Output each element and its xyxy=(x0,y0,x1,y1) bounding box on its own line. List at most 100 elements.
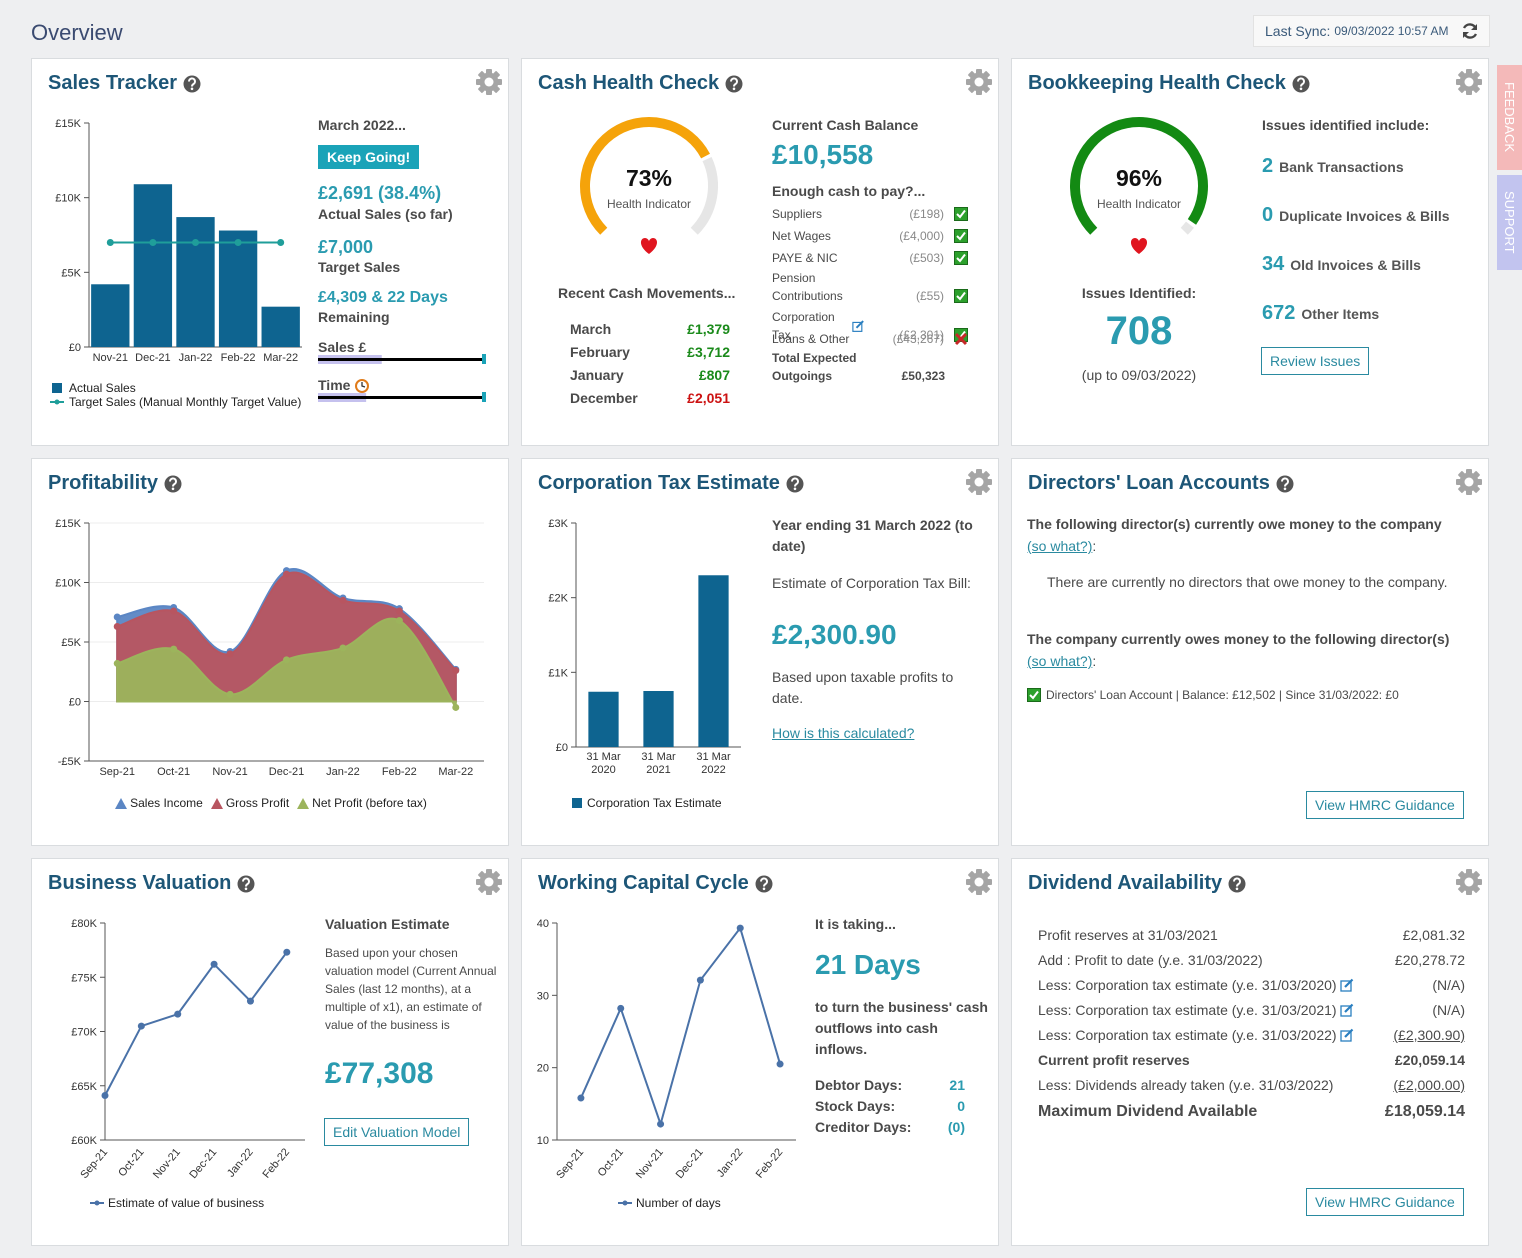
issue-item: 0 Duplicate Invoices & Bills xyxy=(1262,204,1450,227)
legend-marker xyxy=(210,797,223,809)
x-tick-label: Nov-21 xyxy=(634,1146,666,1181)
legend-label: Sales Income xyxy=(130,796,203,810)
help-icon[interactable] xyxy=(183,75,201,93)
dividend-row: Less: Corporation tax estimate (y.e. 31/… xyxy=(1038,977,1465,993)
review-button[interactable]: Review Issues xyxy=(1261,347,1370,375)
x-tick-label: Feb-22 xyxy=(382,766,417,778)
dividend-label: Add : Profit to date (y.e. 31/03/2022) xyxy=(1038,952,1263,968)
point xyxy=(170,645,178,653)
directors-panel: Directors' Loan Accounts The following d… xyxy=(1011,458,1489,846)
help-icon[interactable] xyxy=(786,475,804,493)
so-what-link[interactable]: (so what?) xyxy=(1027,538,1093,554)
metric-label: Debtor Days: xyxy=(815,1077,903,1093)
sync-button[interactable] xyxy=(1460,21,1480,41)
legend-label: Corporation Tax Estimate xyxy=(587,796,722,810)
metric-value: 0 xyxy=(957,1098,965,1114)
y-tick-label: £15K xyxy=(55,118,81,130)
gauge-fill xyxy=(1070,117,1208,235)
legend-swatch xyxy=(572,798,582,808)
help-icon[interactable] xyxy=(725,75,743,93)
x-tick-label: Jan-22 xyxy=(326,766,360,778)
x-tick-label: Dec-21 xyxy=(269,766,304,778)
dividend-row: Current profit reserves £20,059.14 xyxy=(1038,1052,1465,1068)
point xyxy=(170,607,178,615)
y-tick-label: £10K xyxy=(55,578,81,590)
outgoing-label-box: Pension Contributions xyxy=(772,269,864,305)
legend-item: Sales Income xyxy=(115,796,203,810)
settings-icon[interactable] xyxy=(475,868,503,896)
outgoing-label-box: Net Wages xyxy=(772,227,864,245)
settings-icon[interactable] xyxy=(965,868,993,896)
icon-shape xyxy=(1341,980,1353,992)
settings-icon[interactable] xyxy=(965,468,993,496)
settings-icon[interactable] xyxy=(1455,868,1483,896)
issue-label: Other Items xyxy=(1301,306,1380,322)
point xyxy=(395,607,403,615)
settings-icon[interactable] xyxy=(965,68,993,96)
calc-link[interactable]: How is this calculated? xyxy=(772,725,915,741)
help-icon[interactable] xyxy=(1276,475,1294,493)
help-icon[interactable] xyxy=(1228,875,1246,893)
legend-label: Actual Sales xyxy=(69,381,136,395)
progress-track xyxy=(318,358,484,361)
x-tick-label: 31 Mar 2020 xyxy=(586,751,621,776)
point xyxy=(696,976,704,984)
status-icon xyxy=(954,251,968,265)
y-tick-label: £0 xyxy=(69,342,81,354)
settings-icon[interactable] xyxy=(1455,468,1483,496)
outgoing-label: Net Wages xyxy=(772,229,831,243)
panel-title: Business Valuation xyxy=(48,872,255,895)
days-value: 21 Days xyxy=(815,949,921,980)
dividend-label-box: Maximum Dividend Available xyxy=(1038,1103,1257,1121)
bar xyxy=(91,284,130,347)
metric-row: Creditor Days: (0) xyxy=(815,1119,965,1135)
y-tick-label: £70K xyxy=(71,1027,97,1039)
legend-label: Gross Profit xyxy=(225,796,290,810)
so-what-link[interactable]: (so what?) xyxy=(1027,653,1093,669)
panel-title: Corporation Tax Estimate xyxy=(538,472,804,495)
dividend-label-box: Less: Corporation tax estimate (y.e. 31/… xyxy=(1038,977,1354,993)
issue-item: 34 Old Invoices & Bills xyxy=(1262,253,1421,276)
settings-icon[interactable] xyxy=(475,68,503,96)
gauge-track xyxy=(690,156,718,235)
status-icon xyxy=(954,332,968,346)
settings-icon[interactable] xyxy=(1455,68,1483,96)
edit-model-button[interactable]: Edit Valuation Model xyxy=(324,1118,470,1146)
help-icon[interactable] xyxy=(164,475,182,493)
point xyxy=(657,1120,665,1128)
profitability-panel: -£5K £0 £5K £10K £15K Sep-21 Oct-21 Nov-21 Dec-2… xyxy=(31,458,509,846)
panel-title: Dividend Availability xyxy=(1028,872,1246,895)
line xyxy=(579,925,782,1128)
description: to turn the business' cash outflows into… xyxy=(815,999,988,1057)
point xyxy=(339,644,347,652)
period: March 2022... xyxy=(318,117,406,133)
working-capital-panel: 10 20 30 40 Sep-21 Oct-21 Nov-21 Dec-21 Jan-22 Fe… xyxy=(521,858,999,1246)
description: Based upon your chosen valuation model (… xyxy=(325,946,497,1032)
support-tab[interactable]: SUPPORT xyxy=(1497,175,1522,270)
remaining-value: £4,309 & 22 Days xyxy=(318,289,448,306)
point xyxy=(283,656,290,664)
icon-shape xyxy=(956,334,966,344)
x-tick-label: Jan-22 xyxy=(179,352,213,364)
panel-title: Bookkeeping Health Check xyxy=(1028,72,1310,95)
bar xyxy=(588,691,619,747)
point xyxy=(234,238,242,246)
title-text: Working Capital Cycle xyxy=(538,872,749,894)
legend-triangle xyxy=(115,797,128,809)
help-icon[interactable] xyxy=(755,875,773,893)
feedback-tab[interactable]: FEEDBACK xyxy=(1497,65,1522,170)
help-icon[interactable] xyxy=(237,875,255,893)
legend-marker xyxy=(50,399,64,405)
balance-value: £10,558 xyxy=(772,139,874,170)
dividend-row: Profit reserves at 31/03/2021 £2,081.32 xyxy=(1038,927,1465,943)
outgoing-label-box: Loans & Other xyxy=(772,330,864,348)
hmrc-button[interactable]: View HMRC Guidance xyxy=(1306,1188,1464,1216)
hmrc-button[interactable]: View HMRC Guidance xyxy=(1306,791,1464,819)
help-icon[interactable] xyxy=(1292,75,1310,93)
gauge xyxy=(580,117,718,254)
title-text: Dividend Availability xyxy=(1028,872,1223,894)
metric-row: Stock Days: 0 xyxy=(815,1098,965,1114)
outgoing-value: (£503) xyxy=(909,251,944,265)
y-tick-label: £75K xyxy=(71,972,97,984)
issues-date: (up to 09/03/2022) xyxy=(1081,367,1197,383)
